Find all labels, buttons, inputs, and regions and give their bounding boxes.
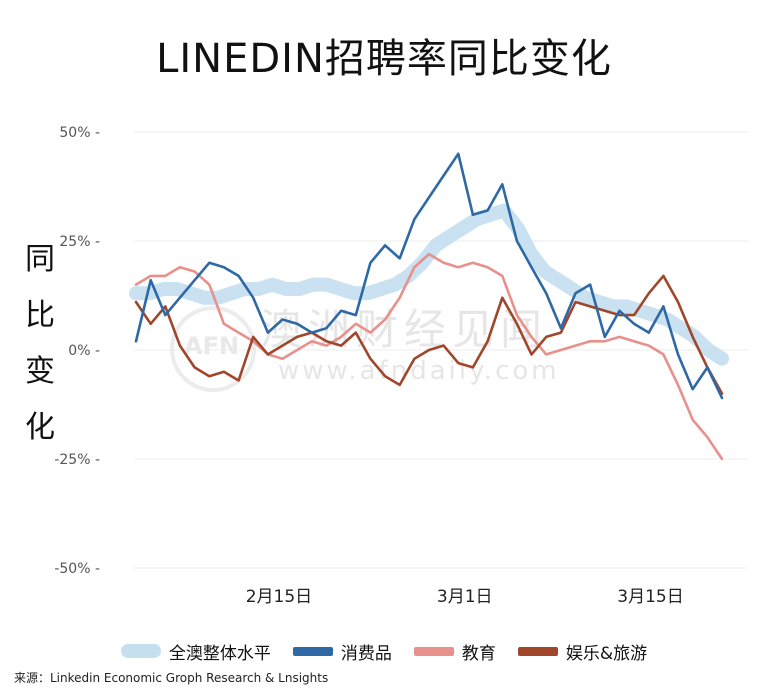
legend-swatch-education (413, 646, 454, 656)
series-line-2 (134, 252, 724, 461)
y-axis-label-char: 变 (25, 354, 55, 389)
x-tick-label: 3月1日 (437, 587, 493, 607)
series-line-1 (134, 152, 724, 400)
source-note: 来源：Linkedin Economic Groph Research & Ln… (14, 671, 329, 685)
chart-title: LINEDIN招聘率同比变化 (156, 36, 612, 82)
legend-item-education: 教育 (413, 639, 496, 664)
y-tick-label: 25% - (59, 234, 100, 250)
legend-item-overall: 全澳整体水平 (120, 639, 271, 664)
x-tick-label: 2月15日 (246, 587, 312, 607)
legend-label: 消费品 (340, 643, 392, 664)
x-tick-label: 3月15日 (617, 587, 683, 607)
y-axis-label-char: 化 (25, 410, 55, 445)
y-tick-label: 50% - (59, 125, 100, 141)
legend: 全澳整体水平 消费品 教育 娱乐&旅游 (0, 636, 768, 666)
y-tick-label: -25% - (54, 452, 100, 468)
legend-swatch-overall (120, 644, 161, 658)
y-tick-label: 0% - (68, 343, 100, 359)
legend-label: 娱乐&旅游 (565, 643, 648, 664)
y-tick-label: -50% - (54, 561, 100, 577)
series-line-0 (129, 203, 729, 366)
y-axis-label-char: 比 (25, 298, 55, 333)
legend-item-consumer: 消费品 (292, 639, 392, 664)
legend-label: 教育 (461, 643, 496, 664)
y-axis-label: 同 比 变 化 (20, 232, 60, 456)
legend-swatch-consumer (292, 646, 333, 656)
legend-label: 全澳整体水平 (168, 643, 271, 664)
legend-item-entertainment: 娱乐&旅游 (517, 639, 648, 664)
legend-swatch-entertainment (517, 646, 558, 656)
y-axis-label-char: 同 (25, 242, 55, 277)
